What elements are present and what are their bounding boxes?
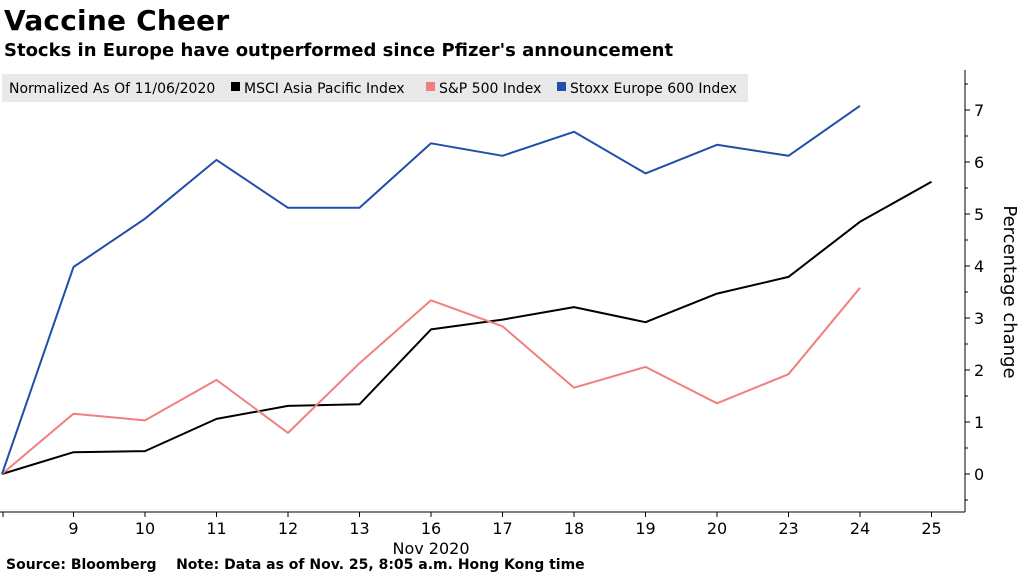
series-line-1 <box>1 180 932 475</box>
y-tick-label: 6 <box>974 153 984 172</box>
legend-swatch-2 <box>426 82 435 91</box>
legend-label-2: S&P 500 Index <box>439 81 541 97</box>
y-tick-label: 1 <box>974 413 984 432</box>
series-line-2 <box>1 287 861 475</box>
x-tick-label: 24 <box>850 519 870 538</box>
legend-swatch-1 <box>231 82 240 91</box>
legend-box <box>2 74 748 102</box>
data-note: Note: Data as of Nov. 25, 8:05 a.m. Hong… <box>176 557 585 573</box>
x-tick-label: 19 <box>635 519 655 538</box>
y-axis-label: Percentage change <box>999 205 1020 378</box>
y-tick-label: 7 <box>974 101 984 120</box>
plot-area <box>1 104 932 475</box>
y-tick-label: 0 <box>974 465 984 484</box>
footer: Source: Bloomberg Note: Data as of Nov. … <box>6 557 585 573</box>
x-tick-label: 16 <box>421 519 441 538</box>
x-tick-label: 23 <box>778 519 798 538</box>
y-tick-label: 4 <box>974 257 984 276</box>
x-tick-label: 17 <box>492 519 512 538</box>
x-tick-label: 12 <box>278 519 298 538</box>
x-tick-label: 18 <box>564 519 584 538</box>
x-tick-label: 10 <box>135 519 155 538</box>
legend-label-3: Stoxx Europe 600 Index <box>570 81 737 97</box>
x-tick-label: 11 <box>206 519 226 538</box>
source-note: Source: Bloomberg <box>6 557 157 573</box>
y-tick-label: 2 <box>974 361 984 380</box>
y-tick-label: 5 <box>974 205 984 224</box>
x-tick-label: 25 <box>921 519 941 538</box>
x-tick-label: 20 <box>707 519 727 538</box>
legend: Normalized As Of 11/06/2020 MSCI Asia Pac… <box>2 74 748 102</box>
chart-subtitle: Stocks in Europe have outperformed since… <box>4 40 674 61</box>
legend-swatch-3 <box>557 82 566 91</box>
legend-label-1: MSCI Asia Pacific Index <box>244 81 405 97</box>
chart-title: Vaccine Cheer <box>4 4 230 37</box>
y-tick-label: 3 <box>974 309 984 328</box>
x-tick-label: 13 <box>349 519 369 538</box>
legend-normalized-label: Normalized As Of 11/06/2020 <box>9 81 215 97</box>
series-line-3 <box>1 104 861 475</box>
x-tick-label: 9 <box>68 519 78 538</box>
x-axis-label: Nov 2020 <box>392 539 469 558</box>
